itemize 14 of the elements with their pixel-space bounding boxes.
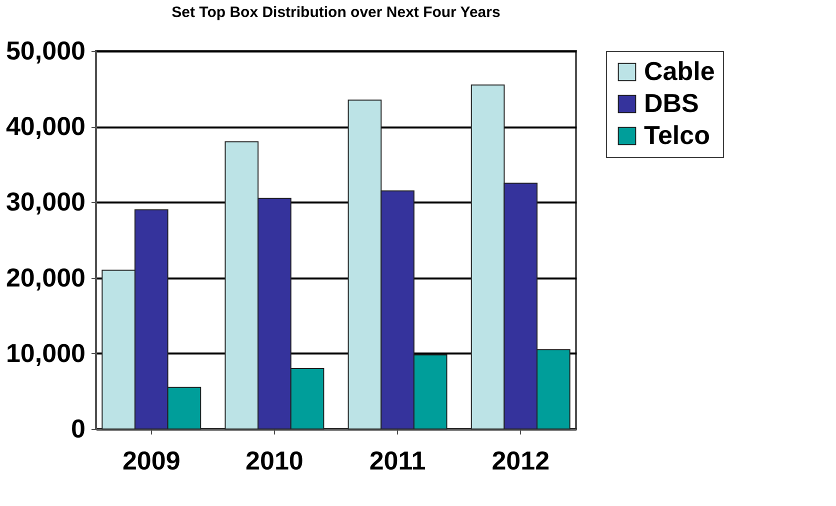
legend-label: DBS: [644, 88, 699, 118]
y-tick-label: 0: [71, 414, 86, 444]
y-tick-label: 30,000: [6, 186, 86, 217]
x-tick-label: 2012: [492, 446, 550, 476]
x-tick-label: 2009: [122, 446, 180, 476]
y-tick-label: 10,000: [6, 338, 86, 368]
y-tick-label: 50,000: [6, 36, 86, 66]
legend-label: Telco: [644, 120, 710, 150]
y-tick-label: 20,000: [6, 262, 86, 292]
x-tick-label: 2011: [369, 446, 426, 476]
chart-title: Set Top Box Distribution over Next Four Years: [172, 4, 500, 21]
y-tick-label: 40,000: [6, 111, 86, 142]
x-tick-label: 2010: [246, 446, 304, 476]
legend-label: Cable: [644, 56, 715, 86]
